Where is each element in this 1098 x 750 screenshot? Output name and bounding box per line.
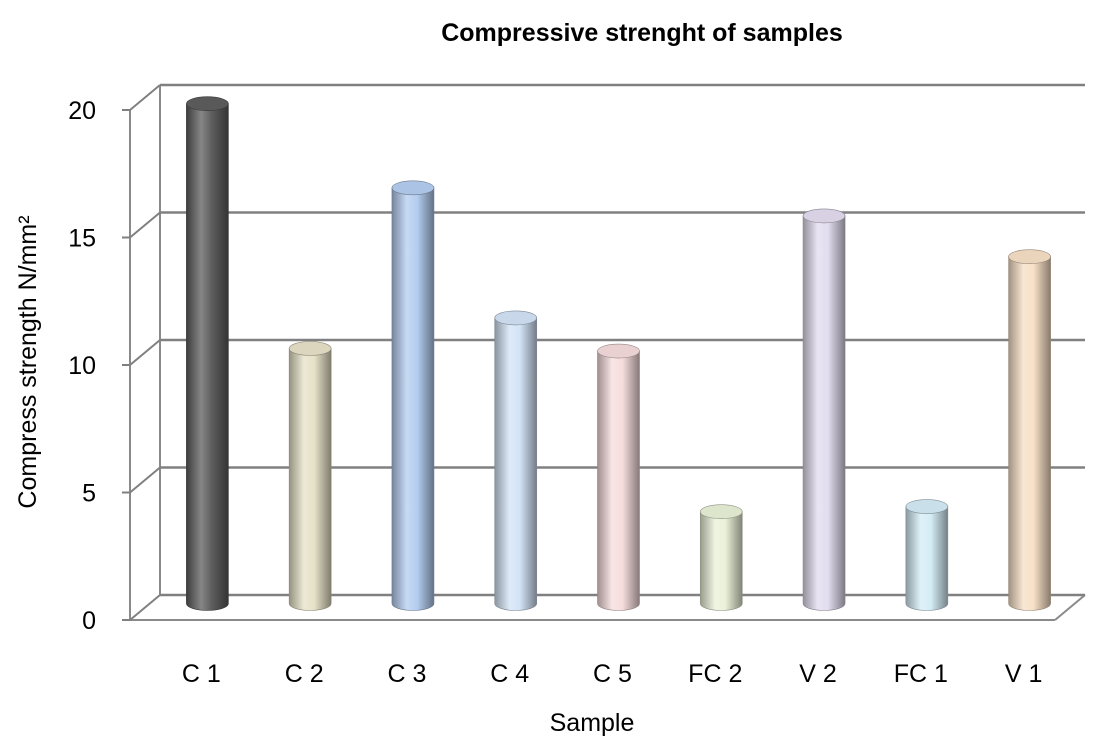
bar-body — [802, 215, 846, 611]
bar — [905, 499, 949, 611]
floor-right-edge — [1054, 594, 1086, 621]
y-tick-label: 10 — [68, 352, 96, 380]
y-axis-ticks: 0 5 10 15 20 — [68, 97, 130, 635]
bar-body — [391, 187, 435, 611]
bar — [288, 341, 332, 611]
bar — [699, 504, 743, 611]
bar-body — [1008, 256, 1051, 611]
bar-body — [494, 317, 538, 611]
bars — [186, 96, 1051, 611]
gridline-diagonal — [129, 339, 161, 366]
x-tick-label: C 4 — [490, 660, 529, 688]
bar-top — [186, 96, 229, 111]
bar — [802, 208, 846, 611]
bar-top — [905, 499, 949, 514]
y-tick-label: 15 — [68, 225, 96, 253]
x-tick-label: C 2 — [285, 660, 324, 688]
x-tick-label: C 1 — [182, 660, 221, 688]
x-axis-ticks: C 1 C 2 C 3 C 4 C 5 FC 2 V 2 FC 1 V 1 — [182, 660, 1042, 688]
chart-title: Compressive strenght of samples — [441, 19, 843, 47]
bar — [597, 343, 640, 611]
gridline-diagonal — [129, 594, 161, 621]
y-tick-label: 0 — [82, 607, 96, 635]
bar-body — [699, 511, 743, 611]
x-axis-label: Sample — [550, 709, 635, 737]
x-tick-label: C 3 — [387, 660, 426, 688]
bar-top — [802, 208, 846, 224]
gridline-diagonal — [129, 211, 161, 239]
bar — [494, 310, 538, 611]
bar-top — [494, 310, 538, 326]
bar-body — [597, 350, 640, 611]
bar-body — [905, 506, 949, 611]
bar-top — [391, 180, 435, 196]
x-tick-label: V 2 — [799, 660, 837, 688]
bar — [1008, 249, 1051, 611]
x-tick-label: FC 1 — [894, 660, 948, 688]
bar-body — [186, 103, 229, 611]
bar — [391, 180, 435, 611]
bar-top — [699, 504, 743, 520]
gridline-diagonal — [129, 466, 161, 494]
bar-top — [1008, 249, 1051, 265]
bar — [186, 96, 229, 611]
gridline-diagonal — [129, 84, 161, 111]
x-tick-label: C 5 — [593, 660, 632, 688]
bar-body — [288, 348, 332, 611]
y-tick-label: 5 — [82, 480, 96, 508]
y-axis-label: Compress strength N/mm² — [14, 215, 42, 508]
x-tick-label: FC 2 — [688, 660, 742, 688]
y-tick-label: 20 — [68, 97, 96, 125]
bar-top — [597, 343, 640, 359]
bar-top — [288, 341, 332, 356]
x-tick-label: V 1 — [1005, 660, 1043, 688]
